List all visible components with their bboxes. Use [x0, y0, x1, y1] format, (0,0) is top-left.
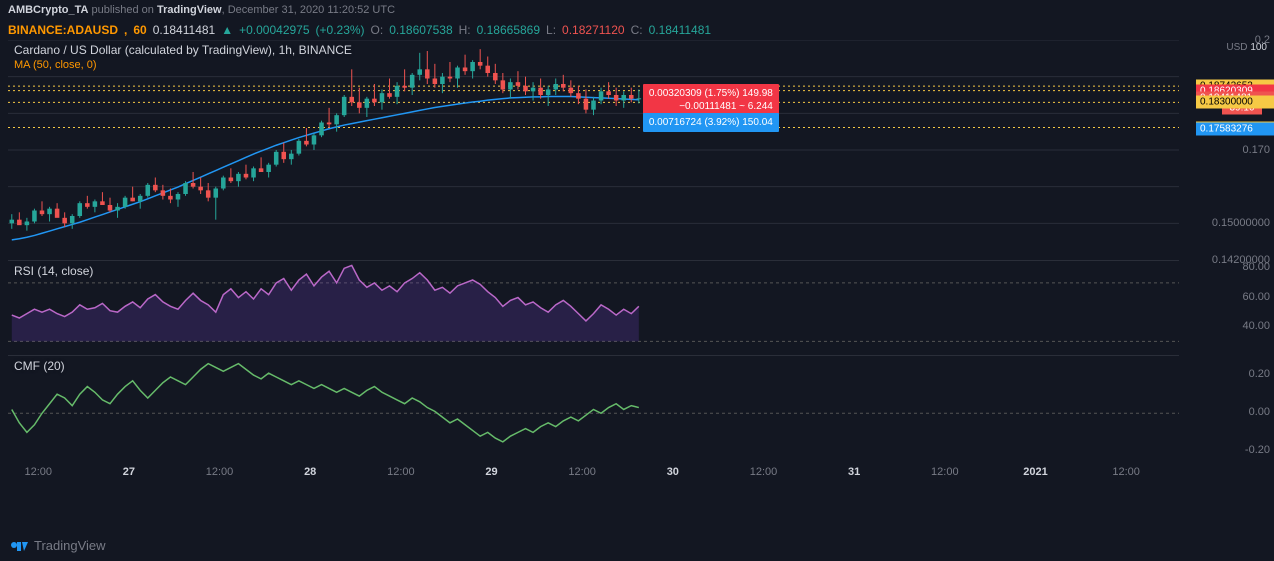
pair-title: Cardano / US Dollar (calculated by Tradi… — [14, 43, 352, 57]
platform: TradingView — [157, 4, 222, 16]
time-tick: 12:00 — [1112, 466, 1140, 478]
time-tick: 12:00 — [24, 466, 52, 478]
arrow-up-icon: ▲ — [221, 23, 233, 37]
chart-area[interactable]: Cardano / US Dollar (calculated by Tradi… — [0, 40, 1274, 540]
price-tag: 0.18300000 — [1196, 96, 1274, 109]
last-price: 0.18411481 — [153, 23, 216, 37]
rsi-tick: 40.00 — [1242, 320, 1270, 332]
time-tick: 12:00 — [931, 466, 959, 478]
rsi-tick: 80.00 — [1242, 261, 1270, 273]
interval[interactable]: 60 — [133, 23, 146, 37]
time-tick: 30 — [667, 466, 679, 478]
time-tick: 2021 — [1023, 466, 1047, 478]
cmf-svg — [8, 356, 1179, 460]
price-chart-svg — [8, 40, 1179, 260]
ticker-row: BINANCE:ADAUSD , 60 0.18411481 ▲ +0.0004… — [0, 20, 1274, 40]
cmf-tick: 0.00 — [1249, 406, 1270, 418]
change-pct: (+0.23%) — [316, 23, 365, 37]
time-tick: 31 — [848, 466, 860, 478]
price-tick: 0.15000000 — [1212, 217, 1270, 229]
rsi-pane[interactable]: RSI (14, close) — [8, 260, 1179, 355]
time-tick: 29 — [485, 466, 497, 478]
time-tick: 12:00 — [568, 466, 596, 478]
cmf-tick: -0.20 — [1245, 444, 1270, 456]
price-axis: 0.20.1700.150000000.142000000.187426530.… — [1182, 40, 1274, 460]
cmf-label: CMF (20) — [14, 359, 65, 373]
ma-label: MA (50, close, 0) — [14, 59, 97, 71]
footer-brand[interactable]: TradingView — [10, 538, 106, 553]
time-tick: 28 — [304, 466, 316, 478]
symbol[interactable]: BINANCE:ADAUSD — [8, 23, 118, 37]
time-tick: 12:00 — [750, 466, 778, 478]
cmf-pane[interactable]: CMF (20) — [8, 355, 1179, 460]
price-tag: 0.17583276 — [1196, 122, 1274, 135]
publish-date: December 31, 2020 11:20:52 UTC — [228, 4, 395, 16]
brand-text: TradingView — [34, 538, 106, 553]
price-tick: 0.170 — [1242, 144, 1270, 156]
rsi-label: RSI (14, close) — [14, 264, 93, 278]
rsi-svg — [8, 261, 1179, 355]
price-tick: 0.2 — [1255, 34, 1270, 46]
ohlc-h: 0.18665869 — [477, 23, 540, 37]
short-position-box[interactable]: 0.00716724 (3.92%) 150.04 — [643, 113, 779, 132]
ohlc-c: 0.18411481 — [649, 23, 712, 37]
price-pane[interactable]: Cardano / US Dollar (calculated by Tradi… — [8, 40, 1179, 260]
change: +0.00042975 — [239, 23, 309, 37]
time-axis: 12:00 27 12:00 28 12:00 29 12:00 30 12:00 31 12:00… — [8, 460, 1179, 490]
author: AMBCrypto_TA — [8, 4, 88, 16]
ohlc-o: 0.18607538 — [389, 23, 452, 37]
time-tick: 12:00 — [387, 466, 415, 478]
tradingview-logo-icon — [10, 539, 28, 553]
rsi-tick: 60.00 — [1242, 291, 1270, 303]
publish-header: AMBCrypto_TA published on TradingView , … — [0, 0, 1274, 20]
cmf-tick: 0.20 — [1249, 368, 1270, 380]
time-tick: 12:00 — [206, 466, 234, 478]
time-tick: 27 — [123, 466, 135, 478]
ohlc-l: 0.18271120 — [562, 23, 625, 37]
